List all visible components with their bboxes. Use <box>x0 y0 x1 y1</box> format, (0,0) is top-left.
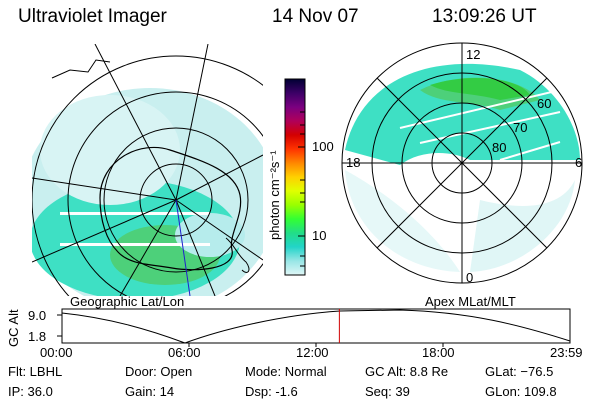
mlat-label-80: 80 <box>492 140 506 155</box>
image-title: Ultraviolet Imager <box>18 6 167 27</box>
colorbar-tick-10: 10 <box>312 228 326 243</box>
colorbar-tick-100: 100 <box>312 139 334 154</box>
noon-meridian <box>175 199 191 296</box>
mlt-label-18: 18 <box>346 155 360 170</box>
altitude-ytick-9: 9.0 <box>28 308 46 323</box>
colorbar-ticks <box>298 111 305 267</box>
mlat-label-60: 60 <box>537 96 551 111</box>
lat-circle <box>103 127 249 273</box>
info-glat: GLat: −76.5 <box>485 364 553 379</box>
colorbar <box>284 78 306 276</box>
info-mode: Mode: Normal <box>245 364 327 379</box>
coastline <box>99 146 242 271</box>
info-dsp: Dsp: -1.6 <box>245 384 298 399</box>
coastline-north <box>51 59 111 79</box>
lat-circle <box>139 163 213 237</box>
lat-circle <box>32 55 263 296</box>
lat-circle <box>67 91 263 296</box>
altitude-ticks <box>57 314 444 347</box>
altitude-xtick-2359: 23:59 <box>550 345 583 360</box>
geographic-panel-label: Geographic Lat/Lon <box>70 294 184 309</box>
info-seq: Seq: 39 <box>365 384 410 399</box>
magnetic-panel-label: Apex MLat/MLT <box>425 294 516 309</box>
altitude-plot <box>61 308 571 344</box>
mlat-label-70: 70 <box>513 120 527 135</box>
mlt-label-6: 6 <box>575 155 582 170</box>
altitude-xtick-0000: 00:00 <box>40 345 73 360</box>
altitude-xtick-0600: 06:00 <box>168 345 201 360</box>
info-door: Door: Open <box>125 364 192 379</box>
info-gain: Gain: 14 <box>125 384 174 399</box>
colorbar-unit-label: photon cm⁻²s⁻¹ <box>267 150 282 240</box>
lon-lines <box>32 44 263 296</box>
altitude-xtick-1200: 12:00 <box>296 345 329 360</box>
altitude-curve <box>61 309 571 344</box>
altitude-ytick-1.8: 1.8 <box>28 329 46 344</box>
mlat-grid <box>342 43 582 283</box>
mlt-label-0: 0 <box>466 270 473 285</box>
altitude-ylabel: GC Alt <box>6 309 21 347</box>
magnetic-image <box>342 43 582 283</box>
info-gc-alt: GC Alt: 8.8 Re <box>365 364 448 379</box>
info-glon: GLon: 109.8 <box>485 384 557 399</box>
info-ip: IP: 36.0 <box>8 384 53 399</box>
mlt-label-12: 12 <box>466 47 480 62</box>
mlat-outer-ring <box>341 42 583 284</box>
image-time: 13:09:26 UT <box>432 6 537 27</box>
altitude-xtick-1800: 18:00 <box>422 345 455 360</box>
info-filter: Flt: LBHL <box>8 364 62 379</box>
image-date: 14 Nov 07 <box>272 6 359 27</box>
geographic-image <box>32 44 263 296</box>
